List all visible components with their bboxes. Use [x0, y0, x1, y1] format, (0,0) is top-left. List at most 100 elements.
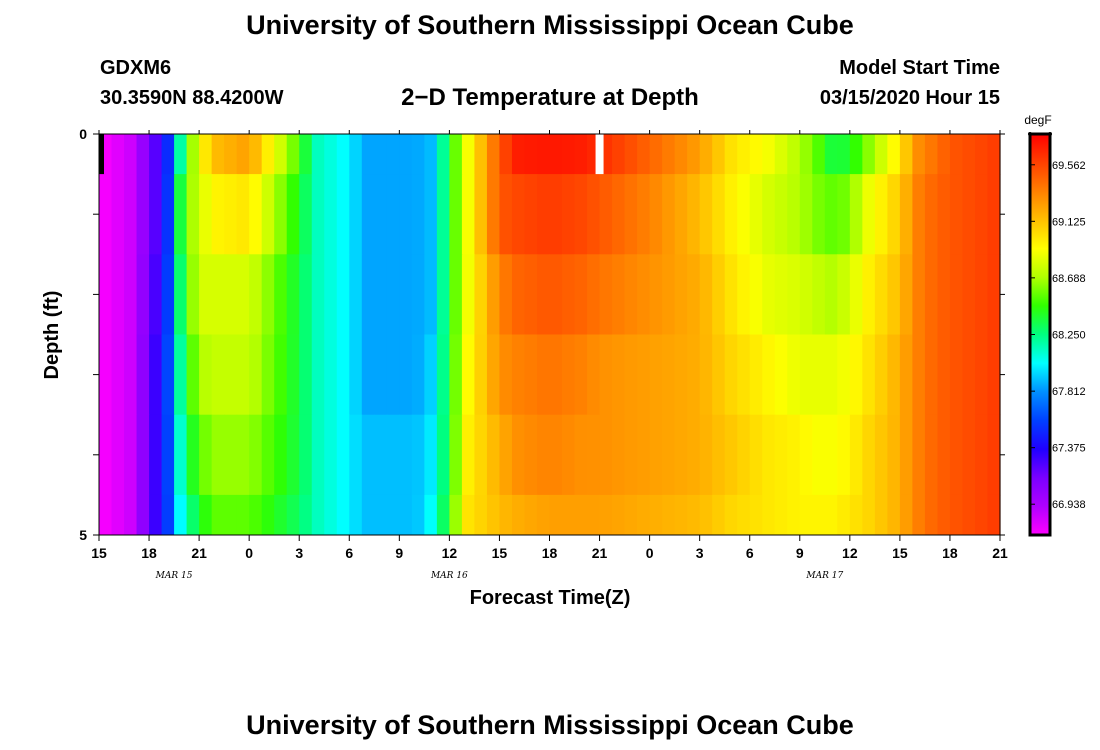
heatmap-cell: [474, 494, 488, 536]
heatmap-cell: [924, 134, 939, 175]
heatmap-cell: [949, 174, 964, 255]
heatmap-cell: [887, 414, 901, 496]
x-tick-label: 6: [345, 545, 353, 561]
heatmap-cell: [261, 334, 275, 416]
heatmap-cell: [987, 494, 1001, 536]
heatmap-cell: [762, 254, 776, 335]
heatmap-cell: [687, 134, 701, 175]
heatmap-cell: [261, 254, 275, 335]
heatmap-cell: [374, 334, 388, 416]
colorbar-corner: [1048, 132, 1052, 136]
heatmap-cell: [849, 414, 863, 496]
heatmap-cell: [849, 174, 863, 255]
heatmap-cell: [236, 334, 250, 416]
heatmap-cell: [111, 334, 125, 416]
heatmap-cell: [562, 134, 576, 175]
heatmap-cell: [161, 334, 175, 416]
heatmap-cell: [924, 494, 939, 536]
heatmap-cell: [812, 414, 826, 496]
heatmap-cell: [662, 134, 676, 175]
heatmap-cell: [311, 174, 325, 255]
heatmap-cell: [149, 174, 163, 255]
heatmap-cell: [499, 254, 513, 335]
heatmap-cell: [724, 174, 738, 255]
heatmap-cell: [574, 334, 588, 416]
heatmap-cell: [812, 134, 826, 175]
heatmap-cell: [824, 494, 838, 536]
heatmap-cell: [436, 334, 450, 416]
x-tick-label: 6: [746, 545, 754, 561]
heatmap-cell: [674, 134, 688, 175]
heatmap-cell: [862, 334, 876, 416]
heatmap-cell: [837, 414, 851, 496]
heatmap-cell: [799, 254, 813, 335]
heatmap-cell: [987, 134, 1001, 175]
heatmap-cell: [649, 494, 663, 536]
heatmap-cell: [724, 134, 738, 175]
heatmap-cell: [924, 334, 939, 416]
heatmap-cell: [474, 414, 488, 496]
heatmap-cell: [211, 414, 225, 496]
heatmap-cell: [737, 134, 751, 175]
heatmap-cell: [386, 334, 400, 416]
heatmap-cell: [136, 494, 150, 536]
heatmap-cell: [311, 494, 325, 536]
y-axis-label: Depth (ft): [41, 291, 63, 380]
heatmap-cell: [649, 254, 663, 335]
chart-title: 2−D Temperature at Depth: [401, 84, 699, 111]
heatmap-cell: [787, 174, 801, 255]
heatmap-cell: [662, 174, 676, 255]
heatmap-cell: [799, 334, 813, 416]
heatmap-cell: [874, 254, 888, 335]
heatmap-cell: [324, 254, 338, 335]
heatmap-cell: [399, 414, 413, 496]
heatmap-cell: [899, 134, 913, 175]
heatmap-cell: [374, 414, 388, 496]
heatmap-cell: [249, 334, 263, 416]
heatmap-cell: [374, 174, 388, 255]
heatmap-cell: [724, 254, 738, 335]
heatmap-cell: [149, 134, 163, 175]
y-tick-label: 5: [79, 527, 87, 543]
heatmap-cell: [386, 494, 400, 536]
heatmap-cell: [161, 174, 175, 255]
x-tick-label: 18: [942, 545, 958, 561]
heatmap-cell: [174, 334, 188, 416]
heatmap-cell: [912, 134, 926, 175]
heatmap-cell: [324, 174, 338, 255]
heatmap-cell: [361, 254, 375, 335]
heatmap-cell: [974, 134, 989, 175]
heatmap-cell: [324, 134, 338, 175]
heatmap-cell: [286, 334, 300, 416]
heatmap-cell: [687, 254, 701, 335]
start-marker: [99, 134, 104, 175]
heatmap-cell: [812, 254, 826, 335]
heatmap-cell: [211, 174, 225, 255]
heatmap-cell: [424, 174, 438, 255]
heatmap-cell: [724, 334, 738, 416]
heatmap-cell: [99, 334, 113, 416]
heatmap-cell: [862, 134, 876, 175]
heatmap-cell: [549, 334, 563, 416]
heatmap-cell: [274, 494, 288, 536]
heatmap-cell: [637, 494, 651, 536]
heatmap-cell: [849, 494, 863, 536]
heatmap-cell: [874, 334, 888, 416]
heatmap-cell: [424, 494, 438, 536]
heatmap-cell: [324, 494, 338, 536]
heatmap-cell: [887, 254, 901, 335]
heatmap-cell: [486, 414, 501, 496]
heatmap-cell: [962, 494, 976, 536]
heatmap-cell: [349, 494, 363, 536]
heatmap-cell: [712, 334, 726, 416]
heatmap-cell: [599, 414, 613, 496]
heatmap-cell: [899, 174, 913, 255]
heatmap-cell: [849, 134, 863, 175]
heatmap-cell: [349, 414, 363, 496]
heatmap-cell: [937, 334, 951, 416]
heatmap-cell: [674, 254, 688, 335]
heatmap-cell: [624, 414, 638, 496]
heatmap-cell: [424, 134, 438, 175]
heatmap-cell: [461, 334, 476, 416]
heatmap-cell: [699, 494, 713, 536]
